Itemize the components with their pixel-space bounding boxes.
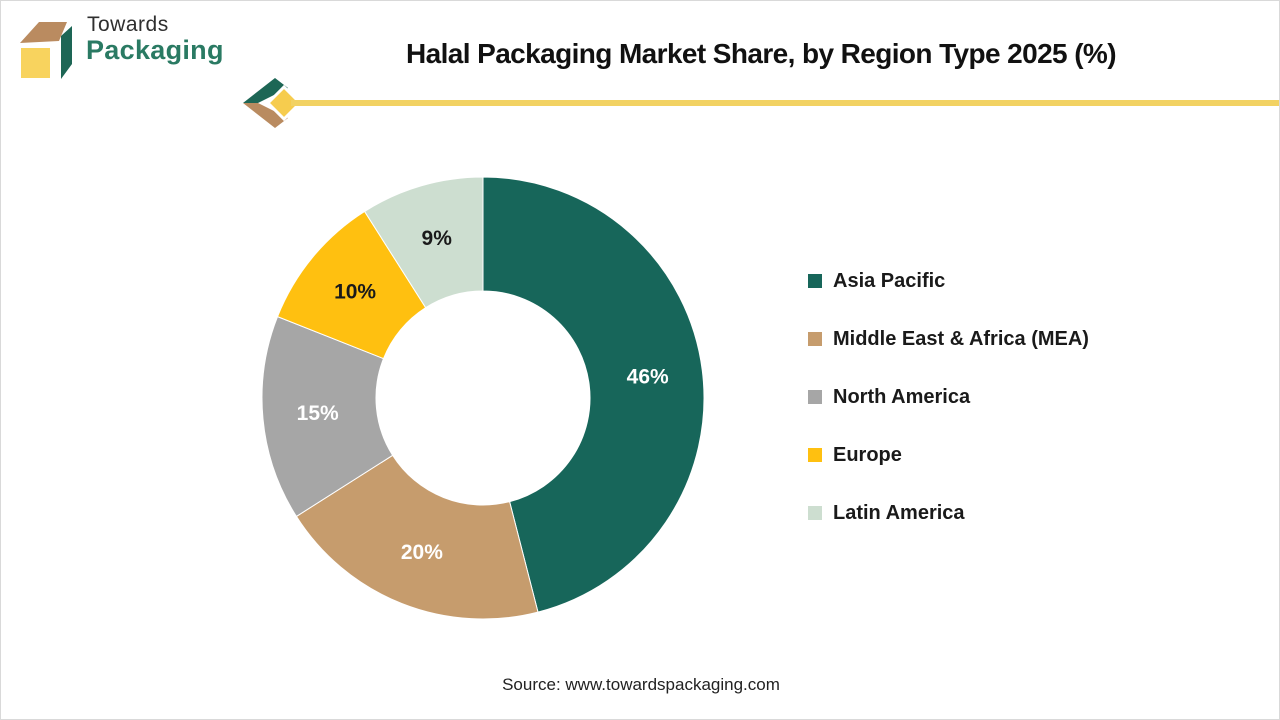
- donut-label-north-america: 15%: [297, 402, 339, 425]
- divider-arrow-icon: [243, 78, 303, 128]
- donut-slice-latin-america: [363, 176, 484, 309]
- donut-slice-north-america: [261, 315, 394, 518]
- legend-label-asia-pacific: Asia Pacific: [833, 269, 946, 292]
- legend-item-asia-pacific: Asia Pacific: [808, 269, 1089, 293]
- donut-label-middle-east-africa-mea: 20%: [401, 541, 443, 564]
- brand-cube-icon: [20, 22, 72, 79]
- legend-swatch-middle-east-africa-mea: [808, 332, 822, 346]
- legend-swatch-north-america: [808, 390, 822, 404]
- legend-item-latin-america: Latin America: [808, 501, 1089, 525]
- brand-name-packaging: Packaging: [86, 35, 224, 65]
- chart-legend: Asia Pacific Middle East & Africa (MEA) No…: [808, 269, 1089, 559]
- legend-swatch-europe: [808, 448, 822, 462]
- legend-item-middle-east-africa-mea: Middle East & Africa (MEA): [808, 327, 1089, 351]
- legend-swatch-latin-america: [808, 506, 822, 520]
- brand-name-towards: Towards: [87, 13, 169, 36]
- page-title: Halal Packaging Market Share, by Region …: [406, 38, 1117, 69]
- legend-swatch-asia-pacific: [808, 274, 822, 288]
- legend-item-europe: Europe: [808, 443, 1089, 467]
- legend-label-europe: Europe: [833, 443, 902, 466]
- donut-label-latin-america: 9%: [422, 227, 453, 250]
- divider-line: [291, 100, 1279, 106]
- legend-label-latin-america: Latin America: [833, 501, 965, 524]
- donut-chart: 46% 20% 15% 10% 9%: [261, 176, 705, 620]
- donut-slice-asia-pacific: [482, 176, 705, 613]
- legend-label-middle-east-africa-mea: Middle East & Africa (MEA): [833, 327, 1089, 350]
- donut-slice-middle-east-africa-mea: [295, 454, 539, 620]
- donut-label-europe: 10%: [334, 281, 376, 304]
- legend-item-north-america: North America: [808, 385, 1089, 409]
- donut-label-asia-pacific: 46%: [627, 366, 669, 389]
- source-text: Source: www.towardspackaging.com: [502, 675, 780, 694]
- legend-label-north-america: North America: [833, 385, 971, 408]
